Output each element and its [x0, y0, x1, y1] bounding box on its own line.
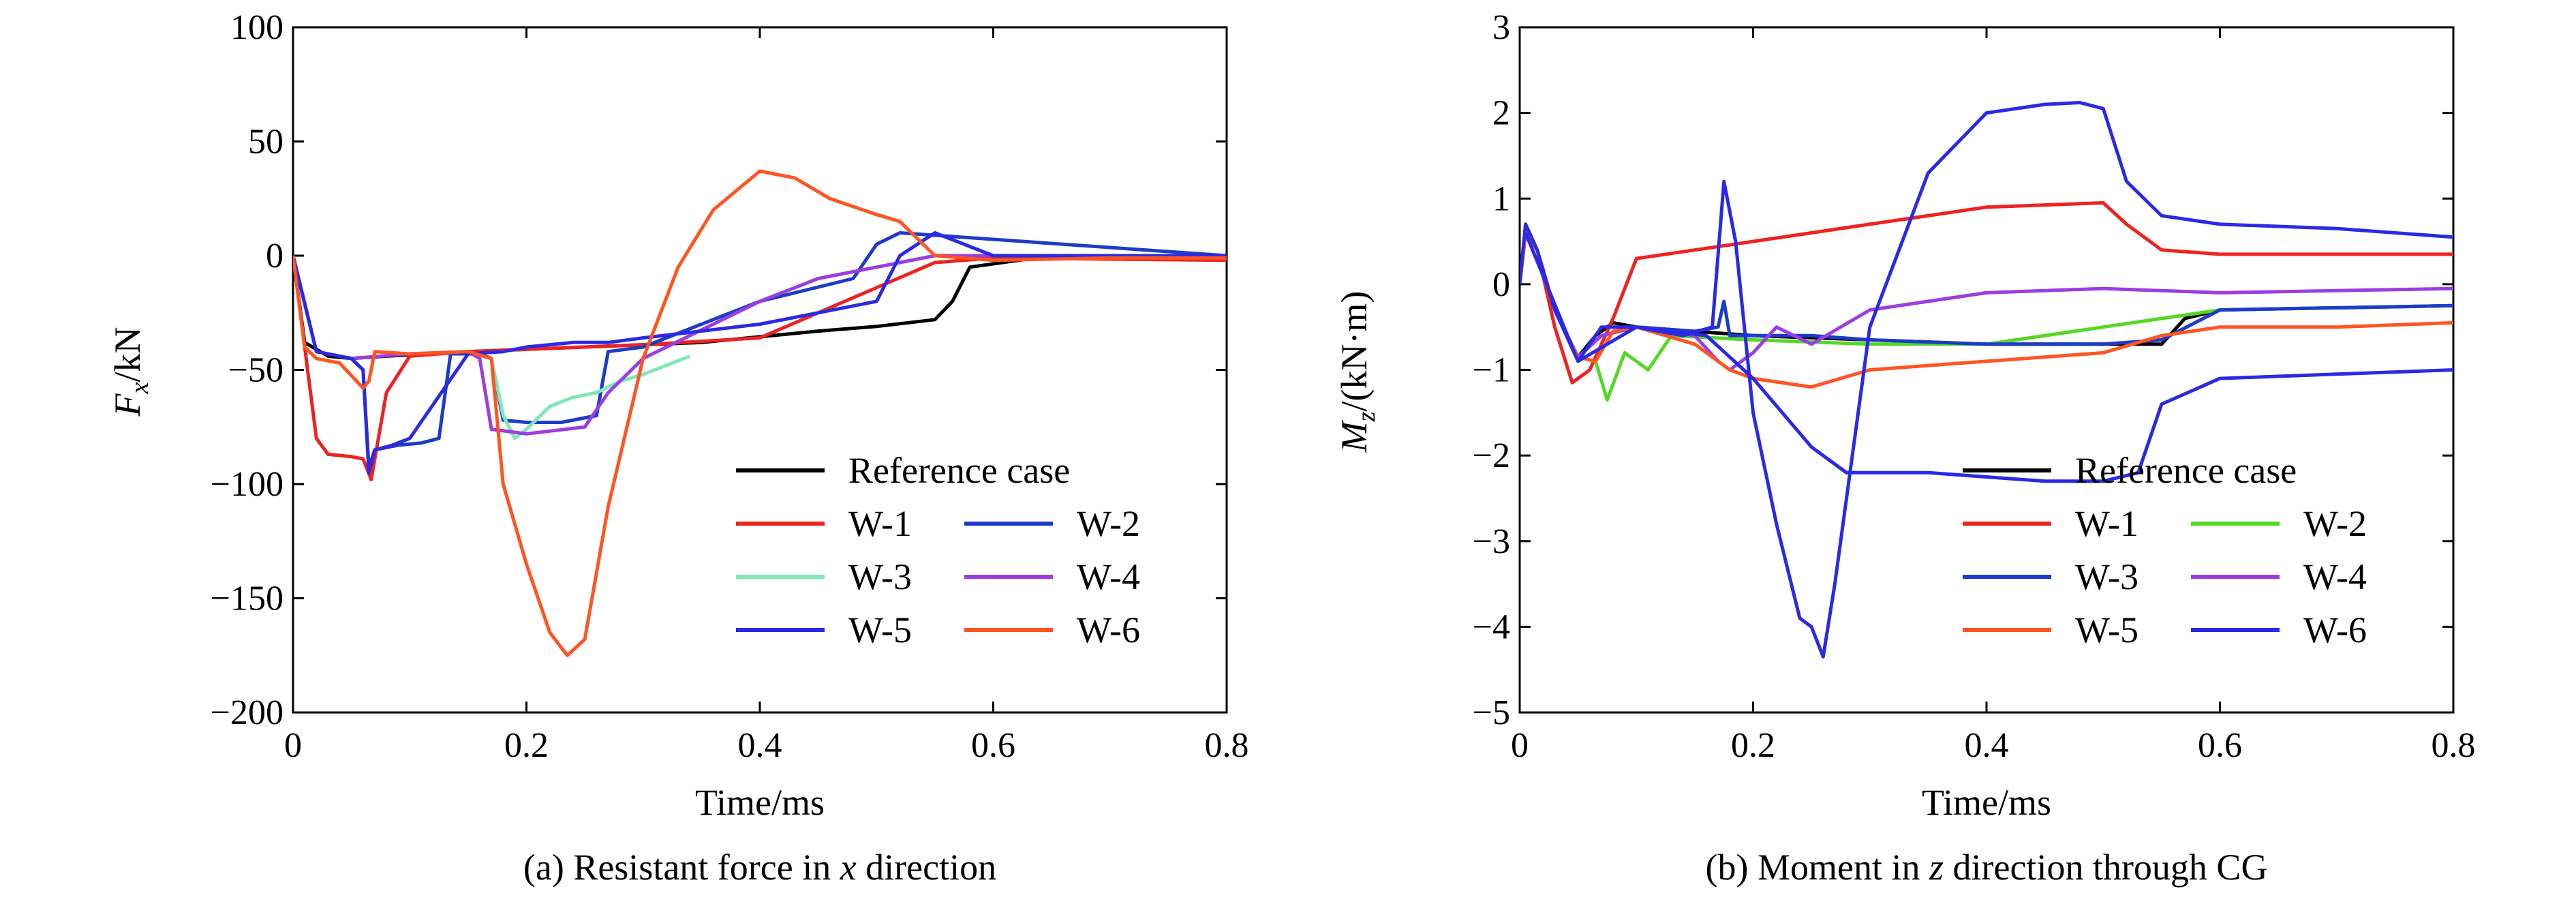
axis-ticks-b: 0 0.2 0.4 0.6 0.8 3 2 1 0 −1 −2 −3 −4 −5: [1473, 8, 2476, 765]
series-lines-a: [293, 169, 1227, 657]
y-tick-label: 50: [248, 123, 283, 162]
caption-a: (a) Resistant force in x direction: [523, 847, 996, 888]
y-axis-label-b: Mz/(kN·m): [1334, 291, 1381, 453]
series-line-w-6: [1520, 101, 2453, 659]
y-tick-label: −100: [211, 465, 283, 504]
series-line-w-3: [1520, 231, 2453, 359]
y-tick-label: 1: [1492, 179, 1510, 218]
legend-label-w-2: W-2: [2303, 503, 2367, 544]
series-line-w-1: [293, 255, 1227, 481]
legend-label-reference-case: Reference case: [2075, 450, 2297, 491]
legend-label-w-6: W-6: [2303, 610, 2367, 650]
legend-label-w-5: W-5: [848, 610, 912, 650]
series-line-w-6: [293, 169, 1227, 657]
legend-label-w-1: W-1: [2075, 503, 2138, 544]
panel-resistant-force: 0 0.2 0.4 0.6 0.8 100 50 0 −50 −100 −150 −200 Time/…: [107, 8, 1249, 888]
x-tick-label: 0.6: [2198, 726, 2242, 765]
series-line-w-1: [1520, 201, 2453, 385]
legend-label-w-1: W-1: [848, 503, 912, 544]
x-tick-label: 0.6: [971, 726, 1015, 765]
series-line-reference-case: [293, 254, 1227, 361]
legend-a: Reference case W-1 W-2 W-3 W-4 W-5 W-6: [736, 450, 1140, 650]
y-tick-label: −150: [211, 580, 283, 618]
legend-b: Reference case W-1 W-2 W-3 W-4 W-5 W-6: [1963, 450, 2367, 650]
y-tick-label: 0: [266, 237, 283, 275]
series-line-w-2: [293, 231, 1227, 470]
y-tick-label: 2: [1492, 94, 1510, 133]
legend-label-w-5: W-5: [2075, 610, 2138, 650]
y-tick-label: −5: [1473, 693, 1510, 732]
legend-label-w-4: W-4: [1077, 556, 1140, 597]
x-tick-label: 0.2: [1731, 726, 1775, 765]
y-tick-label: 3: [1492, 8, 1510, 47]
axis-ticks-a: 0 0.2 0.4 0.6 0.8 100 50 0 −50 −100 −150 −200: [211, 8, 1249, 765]
y-tick-label: −1: [1473, 351, 1510, 390]
x-tick-label: 0.4: [738, 726, 782, 765]
x-axis-label-a: Time/ms: [695, 782, 825, 823]
y-tick-label: −3: [1473, 522, 1510, 561]
y-tick-label: −4: [1473, 607, 1510, 646]
x-tick-label: 0: [284, 726, 302, 765]
series-lines-b: [1520, 101, 2453, 659]
x-tick-label: 0.8: [2432, 726, 2476, 765]
legend-label-w-6: W-6: [1077, 610, 1140, 650]
y-tick-label: 100: [230, 8, 283, 47]
x-axis-label-b: Time/ms: [1922, 782, 2051, 823]
x-tick-label: 0.4: [1965, 726, 2009, 765]
legend-label-w-3: W-3: [848, 556, 912, 597]
y-tick-label: −200: [211, 693, 283, 732]
legend-label-w-4: W-4: [2303, 556, 2367, 597]
legend-label-w-3: W-3: [2075, 556, 2138, 597]
y-tick-label: −2: [1473, 436, 1510, 475]
panel-moment: 0 0.2 0.4 0.6 0.8 3 2 1 0 −1 −2 −3 −4 −5 Time/ms Mz/(…: [1334, 8, 2476, 888]
legend-label-reference-case: Reference case: [848, 450, 1070, 491]
y-tick-label: 0: [1492, 265, 1510, 304]
y-tick-label: −50: [228, 351, 283, 390]
x-tick-label: 0: [1511, 726, 1529, 765]
caption-b: (b) Moment in z direction through CG: [1706, 847, 2268, 888]
x-tick-label: 0.8: [1205, 726, 1249, 765]
legend-label-w-2: W-2: [1077, 503, 1140, 544]
x-tick-label: 0.2: [504, 726, 549, 765]
series-line-w-3: [489, 355, 691, 440]
series-line-reference-case: [1520, 231, 2453, 359]
y-axis-label-a: Fx/kN: [107, 327, 154, 417]
